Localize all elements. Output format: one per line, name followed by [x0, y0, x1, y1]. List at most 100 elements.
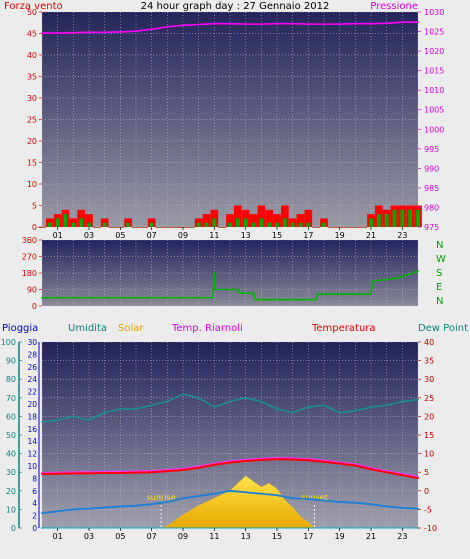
wind-direction-series-point [254, 298, 256, 301]
wind-gust-bar [220, 227, 225, 228]
wind-gust-bar [376, 214, 381, 227]
heat-index-label: Temp. Riarnoli [171, 323, 243, 334]
dew-point-series-point [291, 497, 294, 500]
rain-series-point [41, 527, 43, 529]
wind-direction-series-point [401, 275, 404, 278]
x-tick-label: 19 [335, 231, 345, 240]
y-tick-label: -10 [424, 524, 437, 533]
x-tick-label: 05 [115, 532, 125, 541]
humidity-series-point [385, 404, 388, 407]
temperature-series-point [354, 464, 357, 467]
wind-gust-bar [290, 222, 295, 227]
wind-gust-bar [243, 218, 248, 227]
x-tick-label: 17 [303, 532, 313, 541]
wind-direction-series-point [211, 296, 214, 299]
x-tick-label: 23 [397, 231, 407, 240]
wind-gust-bar [282, 218, 287, 227]
pressure-series-point [229, 22, 231, 25]
humidity-series-point [291, 411, 294, 414]
wind-gust-bar [361, 227, 366, 228]
compass-label: E [436, 282, 442, 293]
wind-direction-series-point [393, 277, 396, 280]
temperature-lines [41, 393, 419, 529]
y-tick-label: 100 [1, 338, 16, 347]
y-tick-label: 980 [424, 203, 439, 212]
wind-gust-bar [369, 218, 373, 227]
wind-gust-bar [345, 227, 350, 228]
wind-gust-bar [329, 227, 334, 228]
wind-gust-bar [157, 227, 162, 228]
y-tick-label: 15 [424, 431, 434, 440]
temperature-series-point [370, 468, 372, 471]
y-tick-label: 45 [27, 30, 37, 39]
y-tick-label: 18 [27, 412, 37, 421]
dew-point-series-point [244, 491, 247, 494]
humidity-series-point [182, 393, 184, 395]
dew-point-series-point [385, 505, 388, 508]
dew-point-series-point [41, 512, 43, 515]
pressure-series-point [166, 25, 169, 28]
wind-gust-bar [400, 209, 405, 227]
wind-gust-bar [353, 227, 358, 228]
wind-speed-bar [265, 209, 274, 227]
y-tick-label: 35 [27, 73, 37, 82]
pressure-series-point [213, 22, 216, 25]
temperature-series-point [291, 458, 294, 461]
dew-point-series-point [354, 501, 357, 504]
pressure-series-point [103, 31, 106, 34]
dew-point-series-point [103, 506, 106, 509]
x-tick-label: 13 [241, 532, 251, 541]
pressure-series-point [291, 22, 294, 25]
dew-point-series-point [370, 503, 372, 506]
wind-direction-series-point [41, 296, 43, 299]
y-tick-label: 35 [424, 357, 434, 366]
wind-direction-series [42, 270, 419, 301]
x-tick-label: 05 [115, 231, 125, 240]
temperature-axis: -10 -5 0 5 10 15 20 25 30 35 40 [418, 338, 437, 533]
wind-direction-series-point [216, 288, 219, 291]
wind-direction-axis: 0 90 180 270 360 [22, 236, 42, 311]
wind-direction-grid [41, 239, 419, 307]
x-tick-label: 21 [366, 532, 376, 541]
y-tick-label: 20 [424, 412, 434, 421]
x-tick-label: 15 [272, 231, 282, 240]
pressure-series-point [244, 23, 247, 26]
humidity-series-point [213, 406, 216, 408]
temperature-series-point [307, 459, 310, 462]
wind-gust-bar [141, 227, 146, 228]
y-tick-label: 270 [22, 253, 37, 262]
y-tick-label: 995 [424, 145, 439, 154]
y-tick-label: 360 [22, 236, 37, 245]
pressure-series-point [197, 23, 200, 26]
humidity-series-point [370, 406, 372, 408]
temperature-series-point [401, 474, 404, 477]
humidity-series-point [229, 400, 231, 403]
wind-gust-bar [134, 227, 138, 228]
compass-label: W [436, 254, 446, 265]
temperature-series-point [88, 472, 90, 475]
y-tick-label: 90 [27, 286, 37, 295]
wind-gust-bar [149, 222, 154, 227]
y-tick-label: 1020 [424, 47, 444, 56]
wind-direction-series-point [214, 288, 217, 291]
temperature-series-point [385, 471, 388, 474]
pressure-series-point [338, 23, 341, 26]
y-tick-label: 6 [32, 487, 37, 496]
x-tick-label: 01 [53, 532, 63, 541]
y-tick-label: 180 [22, 269, 37, 278]
temperature-series-point [72, 472, 75, 475]
temperature-series-point [229, 461, 231, 464]
humidity-series-point [103, 411, 106, 414]
humidity-series-point [41, 421, 43, 423]
wind-gust-bar [188, 227, 193, 228]
compass-label: N [436, 240, 443, 251]
temperature-series-point [103, 472, 106, 474]
y-tick-label: 40 [424, 338, 434, 347]
pressure-series-point [276, 22, 278, 25]
compass-label: N [436, 296, 443, 307]
x-tick-label: 15 [272, 532, 282, 541]
x-tick-label: 07 [147, 532, 157, 541]
wind-gust-bar [384, 214, 389, 227]
